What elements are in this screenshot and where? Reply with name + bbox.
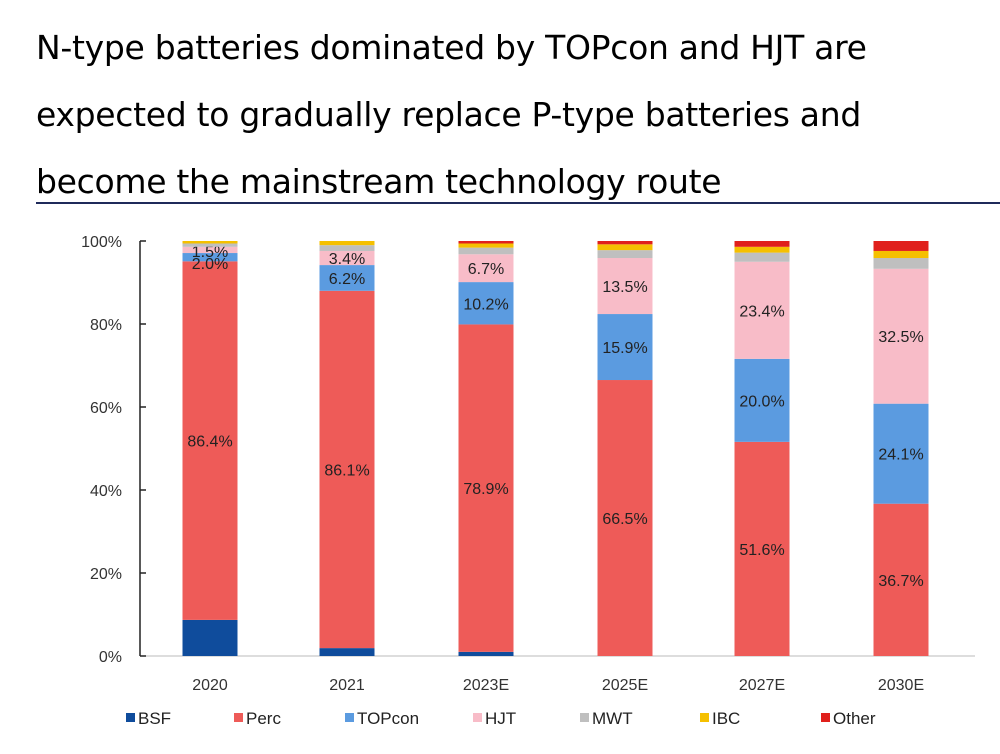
data-label: 10.2%: [463, 296, 508, 313]
bar-segment-ibc: [458, 243, 514, 248]
bar-segment-perc: [873, 503, 929, 656]
legend-label: IBC: [712, 709, 740, 728]
x-tick-label: 2030E: [878, 677, 924, 694]
data-label: 86.1%: [324, 462, 369, 479]
legend-swatch-mwt: [580, 713, 589, 722]
data-label: 1.5%: [192, 244, 228, 261]
bar-segment-ibc: [734, 246, 790, 253]
y-tick-label: 0%: [99, 649, 122, 666]
x-tick-label: 2021: [329, 677, 365, 694]
legend-label: Other: [833, 709, 876, 728]
x-tick-label: 2023E: [463, 677, 509, 694]
y-tick-label: 20%: [90, 566, 122, 583]
chart-title: N-type batteries dominated by TOPcon and…: [36, 14, 996, 215]
bar-segment-mwt: [319, 245, 375, 251]
bar-segment-hjt: [734, 261, 790, 359]
x-tick-label: 2020: [192, 677, 228, 694]
bar-segment-other: [873, 241, 929, 251]
data-label: 3.4%: [329, 251, 365, 268]
legend-label: BSF: [138, 709, 171, 728]
bar-segment-topcon: [597, 314, 653, 381]
legend-label: TOPcon: [357, 709, 419, 728]
bar-segment-mwt: [873, 258, 929, 269]
bar-segment-mwt: [597, 250, 653, 259]
bar-segment-bsf: [458, 651, 514, 656]
bar-segment-perc: [319, 290, 375, 649]
legend-swatch-other: [821, 713, 830, 722]
data-label: 32.5%: [878, 329, 923, 346]
bar-segment-other: [458, 241, 514, 244]
bar-segment-hjt: [458, 254, 514, 283]
bar-segment-bsf: [319, 648, 375, 656]
title-line-1: N-type batteries dominated by TOPcon and…: [36, 28, 867, 67]
bar-segment-ibc: [182, 241, 238, 244]
data-label: 6.7%: [468, 261, 504, 278]
y-tick-label: 40%: [90, 483, 122, 500]
data-label: 78.9%: [463, 481, 508, 498]
y-tick-label: 80%: [90, 317, 122, 334]
legend-swatch-topcon: [345, 713, 354, 722]
bar-segment-hjt: [873, 268, 929, 404]
bar-segment-topcon: [458, 282, 514, 325]
bar-segment-perc: [734, 441, 790, 656]
x-tick-label: 2027E: [739, 677, 785, 694]
legend-swatch-ibc: [700, 713, 709, 722]
bar-segment-perc: [182, 261, 238, 620]
bar-segment-hjt: [597, 258, 653, 315]
bar-segment-mwt: [734, 252, 790, 262]
bar-segment-topcon: [873, 403, 929, 504]
legend-swatch-hjt: [473, 713, 482, 722]
bar-segment-hjt: [182, 246, 238, 254]
title-line-3: become the mainstream technology route: [36, 162, 722, 201]
data-label: 20.0%: [739, 393, 784, 410]
title-line-2: expected to gradually replace P-type bat…: [36, 95, 861, 134]
bar-segment-perc: [458, 324, 514, 652]
bar-segment-hjt: [319, 250, 375, 266]
bar-segment-bsf: [182, 619, 238, 656]
legend-swatch-bsf: [126, 713, 135, 722]
bar-segment-mwt: [458, 247, 514, 255]
bar-segment-ibc: [319, 241, 375, 246]
y-tick-label: 60%: [90, 400, 122, 417]
bar-segment-topcon: [319, 265, 375, 291]
data-label: 23.4%: [739, 303, 784, 320]
data-label: 24.1%: [878, 447, 923, 464]
title-divider: [36, 202, 1000, 204]
data-label: 13.5%: [602, 279, 647, 296]
y-tick-label: 100%: [81, 234, 122, 251]
bar-segment-topcon: [734, 358, 790, 442]
bar-segment-other: [734, 241, 790, 247]
bar-segment-mwt: [182, 243, 238, 247]
legend-label: HJT: [485, 709, 516, 728]
bar-segment-topcon: [182, 253, 238, 262]
x-tick-label: 2025E: [602, 677, 648, 694]
data-label: 6.2%: [329, 271, 365, 288]
data-label: 51.6%: [739, 542, 784, 559]
data-label: 66.5%: [602, 511, 647, 528]
data-label: 15.9%: [602, 340, 647, 357]
data-label: 86.4%: [187, 434, 232, 451]
data-label: 2.0%: [192, 256, 228, 273]
bar-segment-ibc: [873, 250, 929, 259]
legend-label: Perc: [246, 709, 281, 728]
legend-label: MWT: [592, 709, 633, 728]
data-label: 36.7%: [878, 573, 923, 590]
bar-segment-perc: [597, 380, 653, 656]
legend-swatch-perc: [234, 713, 243, 722]
bar-segment-other: [597, 241, 653, 245]
bar-segment-ibc: [597, 244, 653, 251]
